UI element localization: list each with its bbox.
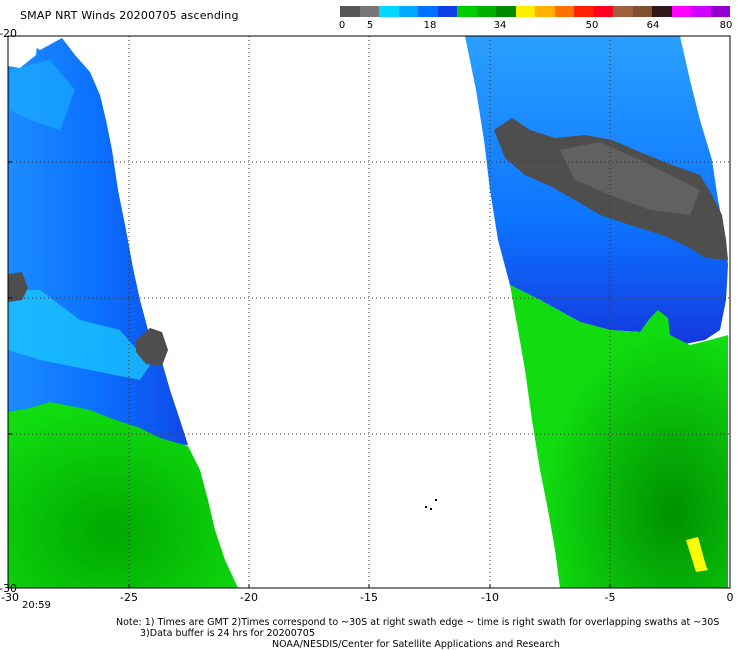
axis-ticks	[8, 161, 611, 588]
lon-tick-label: 0	[726, 591, 734, 604]
left-swath-gap	[8, 36, 38, 68]
colorbar-segment	[437, 6, 457, 17]
colorbar-segment	[710, 6, 730, 17]
colorbar-segment	[457, 6, 477, 17]
lon-tick-label: -30	[1, 591, 19, 604]
colorbar-labels: 0 5 18 34 50 64 80	[330, 20, 740, 34]
note-line-1: Note: 1) Times are GMT 2)Times correspon…	[116, 617, 720, 628]
colorbar-segment	[359, 6, 379, 17]
colorbar-label: 34	[493, 20, 507, 31]
colorbar-segment	[398, 6, 418, 17]
colorbar-segment	[671, 6, 691, 17]
graticule	[8, 36, 730, 588]
colorbar-segment	[593, 6, 613, 17]
calm-wind-blob-left	[136, 328, 168, 366]
colorbar-segment	[691, 6, 711, 17]
lat-label-bottom: -30	[0, 582, 17, 595]
colorbar-segment	[632, 6, 652, 17]
left-swath-cyan-top	[10, 60, 75, 130]
lon-tick-label: -20	[240, 591, 258, 604]
colorbar-label: 64	[646, 20, 660, 31]
colorbar-label: 5	[366, 20, 374, 31]
lon-tick-label: -5	[604, 591, 616, 604]
colorbar-label: 0	[338, 20, 346, 31]
note-line-2: 3)Data buffer is 24 hrs for 20200705	[140, 628, 315, 639]
calm-wind-blob-left-edge	[8, 272, 28, 302]
lon-tick-label: -10	[481, 591, 499, 604]
colorbar-segment	[574, 6, 594, 17]
credit-line: NOAA/NESDIS/Center for Satellite Applica…	[272, 639, 560, 650]
lat-label-top: -20	[0, 27, 17, 40]
map-title: SMAP NRT Winds 20200705 ascending	[20, 9, 239, 22]
colorbar-label: 18	[423, 20, 437, 31]
lon-tick-label: -15	[360, 591, 378, 604]
colorbar-label: 80	[719, 20, 733, 31]
left-swath-cyan-band	[8, 290, 150, 380]
colorbar-segment	[476, 6, 496, 17]
left-swath-green	[8, 402, 238, 588]
colorbar-segment	[418, 6, 438, 17]
colorbar-segment	[554, 6, 574, 17]
colorbar-segment	[613, 6, 633, 17]
colorbar-segment	[379, 6, 399, 17]
colorbar-segment	[515, 6, 535, 17]
pass-time: 20:59	[22, 600, 51, 611]
lon-tick-label: -25	[120, 591, 138, 604]
island-marks	[425, 499, 437, 510]
gale-wind-spot	[686, 537, 708, 572]
calm-wind-band-highlight	[560, 142, 700, 215]
right-swath-green	[510, 285, 728, 588]
colorbar-label: 50	[585, 20, 599, 31]
colorbar-segment	[340, 6, 360, 17]
colorbar-segment	[535, 6, 555, 17]
colorbar-segment	[496, 6, 516, 17]
colorbar-segment	[652, 6, 672, 17]
wind-speed-colorbar	[340, 6, 730, 17]
